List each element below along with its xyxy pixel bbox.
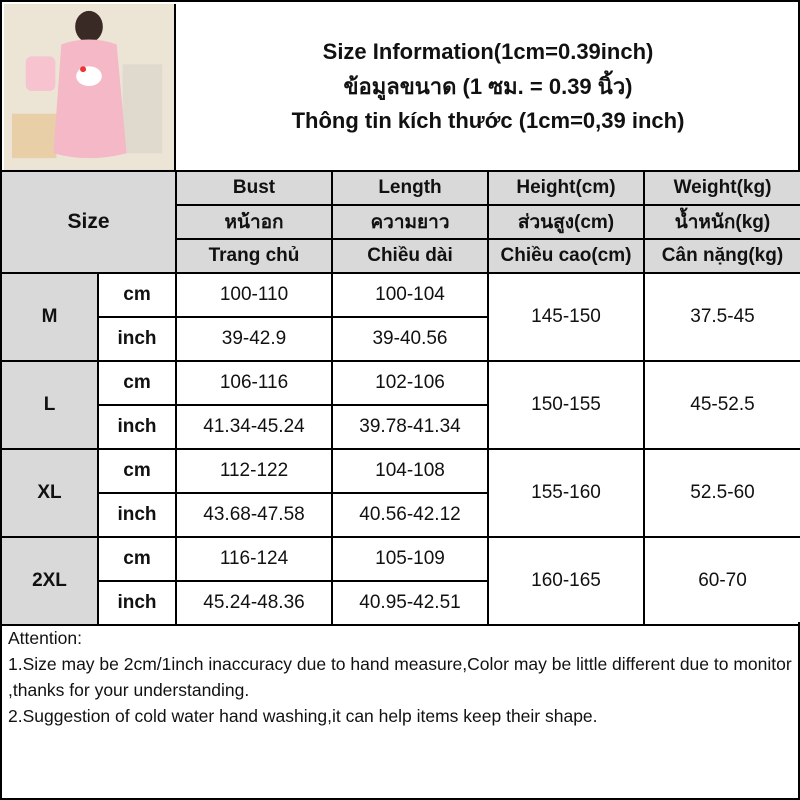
bust-inch: 45.24-48.36	[175, 580, 333, 626]
size-label: M	[0, 272, 99, 362]
size-label: 2XL	[0, 536, 99, 626]
length-cm: 100-104	[331, 272, 489, 318]
height-value: 155-160	[487, 448, 645, 538]
bust-cm: 100-110	[175, 272, 333, 318]
size-table: Size Bust Length Height(cm) Weight(kg) ห…	[0, 170, 800, 626]
header-weight: Weight(kg)	[643, 170, 800, 206]
bust-cm: 116-124	[175, 536, 333, 582]
bust-inch: 39-42.9	[175, 316, 333, 362]
unit-label: cm	[97, 536, 177, 582]
bust-cm: 106-116	[175, 360, 333, 406]
title-vietnamese: Thông tin kích thước (1cm=0,39 inch)	[291, 107, 685, 133]
header-weight-thai: น้ำหนัก(kg)	[643, 204, 800, 240]
note-2: 2.Suggestion of cold water hand washing,…	[8, 706, 598, 726]
note-heading: Attention:	[8, 628, 82, 648]
unit-label: cm	[97, 448, 177, 494]
header-length-vi: Chiều dài	[331, 238, 489, 274]
table-row: inch 41.34-45.24 39.78-41.34	[1, 404, 800, 450]
unit-label: cm	[97, 272, 177, 318]
unit-label: inch	[97, 492, 177, 538]
bust-inch: 41.34-45.24	[175, 404, 333, 450]
table-row: inch 43.68-47.58 40.56-42.12	[1, 492, 800, 538]
length-cm: 104-108	[331, 448, 489, 494]
header-bust-thai: หน้าอก	[175, 204, 333, 240]
table-row: XL cm 112-122 104-108 155-160 52.5-60	[0, 448, 800, 538]
note-1: 1.Size may be 2cm/1inch inaccuracy due t…	[8, 654, 792, 700]
length-cm: 105-109	[331, 536, 489, 582]
table-row: inch 45.24-48.36 40.95-42.51	[1, 580, 800, 626]
header-bust: Bust	[175, 170, 333, 206]
header-length: Length	[331, 170, 489, 206]
height-value: 160-165	[487, 536, 645, 626]
height-value: 145-150	[487, 272, 645, 362]
height-value: 150-155	[487, 360, 645, 450]
length-inch: 39-40.56	[331, 316, 489, 362]
unit-label: inch	[97, 404, 177, 450]
unit-label: cm	[97, 360, 177, 406]
weight-value: 52.5-60	[643, 448, 800, 538]
bust-inch: 43.68-47.58	[175, 492, 333, 538]
length-inch: 39.78-41.34	[331, 404, 489, 450]
unit-label: inch	[97, 316, 177, 362]
header-height: Height(cm)	[487, 170, 645, 206]
header-height-thai: ส่วนสูง(cm)	[487, 204, 645, 240]
header-height-vi: Chiều cao(cm)	[487, 238, 645, 274]
length-cm: 102-106	[331, 360, 489, 406]
product-photo	[4, 4, 176, 170]
header-bust-vi: Trang chủ	[175, 238, 333, 274]
weight-value: 60-70	[643, 536, 800, 626]
table-row: inch 39-42.9 39-40.56	[1, 316, 800, 362]
header-length-thai: ความยาว	[331, 204, 489, 240]
size-label: L	[0, 360, 99, 450]
length-inch: 40.95-42.51	[331, 580, 489, 626]
unit-label: inch	[97, 580, 177, 626]
length-inch: 40.56-42.12	[331, 492, 489, 538]
notes-section: Attention: 1.Size may be 2cm/1inch inacc…	[0, 622, 800, 800]
weight-value: 45-52.5	[643, 360, 800, 450]
table-row: 2XL cm 116-124 105-109 160-165 60-70	[0, 536, 800, 626]
size-label: XL	[0, 448, 99, 538]
bust-cm: 112-122	[175, 448, 333, 494]
weight-value: 37.5-45	[643, 272, 800, 362]
header-weight-vi: Cân nặng(kg)	[643, 238, 800, 274]
title-english: Size Information(1cm=0.39inch)	[322, 38, 654, 64]
table-row: L cm 106-116 102-106 150-155 45-52.5	[0, 360, 800, 450]
size-header: Size	[0, 170, 177, 274]
title-section: Size Information(1cm=0.39inch) ข้อมูลขนา…	[0, 0, 800, 170]
title-thai: ข้อมูลขนาด (1 ซม. = 0.39 นิ้ว)	[343, 73, 633, 99]
table-row: M cm 100-110 100-104 145-150 37.5-45	[0, 272, 800, 362]
